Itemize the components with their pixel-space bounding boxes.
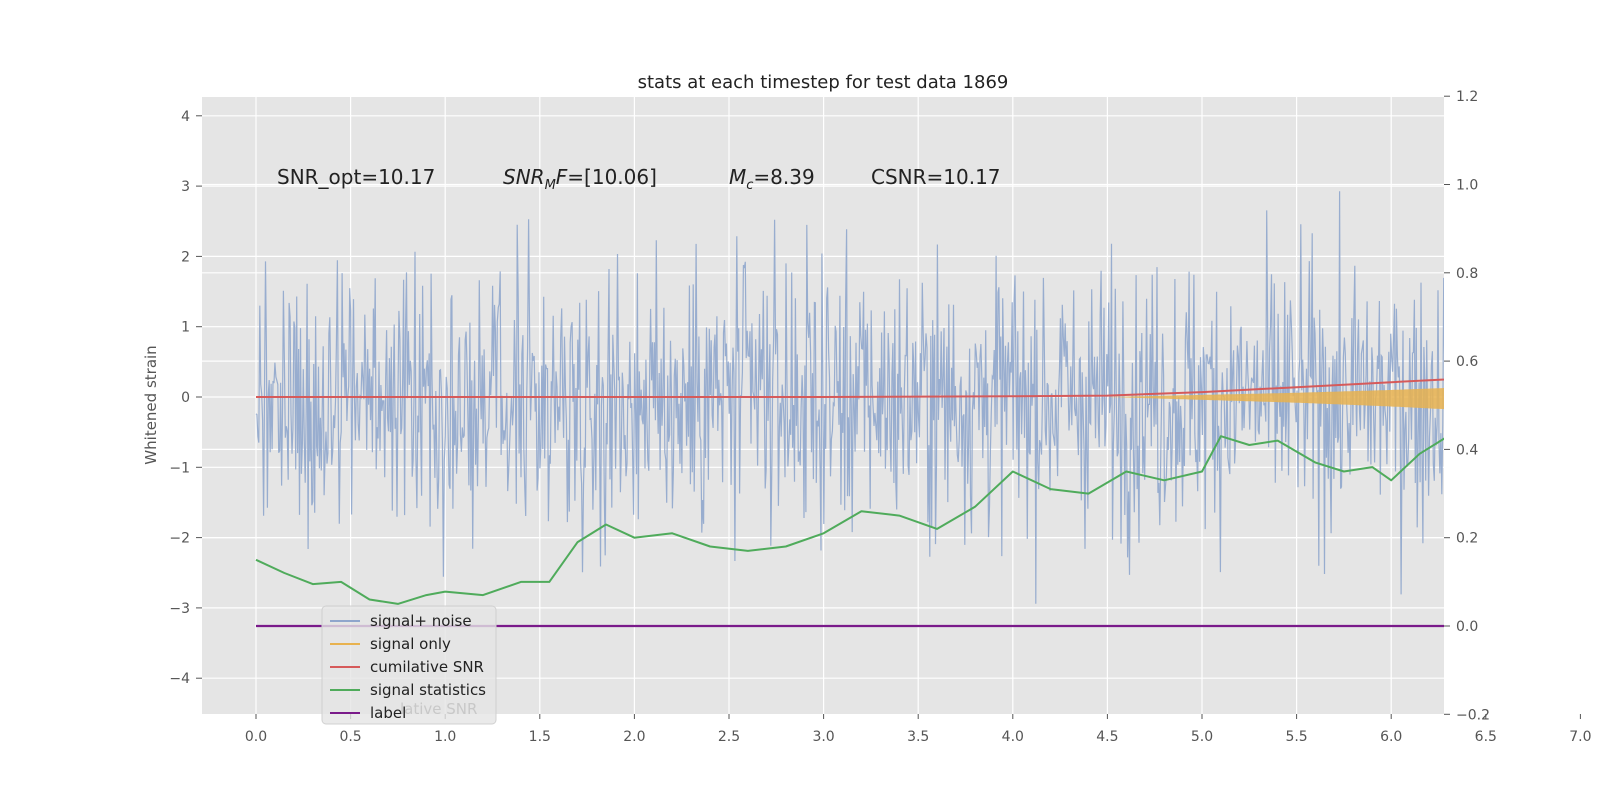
legend-label-3: signal statistics bbox=[370, 681, 486, 699]
annotation-snr-mf-base: SNR bbox=[503, 165, 545, 189]
y2-tick-label: 0.4 bbox=[1456, 442, 1478, 458]
annotation-mc-sub: c bbox=[746, 178, 753, 193]
signal-statistics-line bbox=[255, 435, 1444, 605]
y2-tick-label: 0.0 bbox=[1456, 619, 1478, 635]
legend-box bbox=[321, 605, 497, 725]
x-tick-label: 1.0 bbox=[434, 729, 456, 745]
x-tick-label: 5.0 bbox=[1191, 729, 1213, 745]
y2-axis-ticks: 1.2 1.0 0.8 0.6 0.4 0.2 0.0 −0.2 bbox=[1444, 89, 1490, 723]
x-tick-label: 2.0 bbox=[623, 729, 645, 745]
y2-tick-label: 0.2 bbox=[1456, 531, 1478, 547]
x-tick-label: 6.0 bbox=[1380, 729, 1402, 745]
cumulative-snr-line bbox=[256, 378, 1444, 398]
legend-label-4: label bbox=[370, 704, 406, 722]
signal-noise-line bbox=[255, 191, 1444, 604]
annotations: SNR_opt=10.17 SNRMF=[10.06] Mc=8.39 CSNR… bbox=[277, 165, 1001, 193]
x-tick-label: 1.5 bbox=[529, 729, 551, 745]
annotation-snr-mf: SNRMF=[10.06] bbox=[503, 165, 657, 193]
series-cumulative-snr bbox=[256, 378, 1444, 398]
signal-only-envelope bbox=[1107, 388, 1444, 410]
annotation-mc-base: M bbox=[729, 165, 746, 189]
annotation-mc: Mc=8.39 bbox=[729, 165, 815, 193]
series-signal-noise bbox=[255, 191, 1444, 604]
annotation-snr-opt: SNR_opt=10.17 bbox=[277, 165, 435, 189]
annotation-snr-mf-sub: M bbox=[545, 178, 556, 193]
series-signal-only bbox=[1107, 388, 1444, 410]
x-tick-label: 2.5 bbox=[718, 729, 740, 745]
annotation-mc-value: =8.39 bbox=[753, 165, 814, 189]
y2-tick-label: 0.6 bbox=[1456, 354, 1478, 370]
y-tick-label: −1 bbox=[169, 460, 190, 476]
y-axis-ticks: 4 3 2 1 0 −1 −2 −3 −4 bbox=[169, 109, 202, 687]
series-signal-statistics bbox=[255, 435, 1444, 605]
x-tick-label: 0.5 bbox=[339, 729, 361, 745]
chart-title: stats at each timestep for test data 186… bbox=[638, 72, 1009, 93]
y2-tick-label: 1.0 bbox=[1456, 178, 1478, 194]
y2-tick-label: −0.2 bbox=[1456, 707, 1490, 723]
annotation-csnr: CSNR=10.17 bbox=[871, 165, 1001, 189]
y-tick-label: 4 bbox=[181, 109, 190, 125]
y-axis-label: Whitened strain bbox=[142, 345, 160, 464]
y-tick-label: −2 bbox=[169, 531, 190, 547]
y-tick-label: 2 bbox=[181, 249, 190, 265]
y-tick-label: 3 bbox=[181, 179, 190, 195]
x-tick-label: 4.5 bbox=[1096, 729, 1118, 745]
y-tick-label: 1 bbox=[181, 320, 190, 336]
x-tick-label: 6.5 bbox=[1475, 729, 1497, 745]
legend-label-0: signal+ noise bbox=[370, 612, 472, 630]
x-tick-label: 3.0 bbox=[812, 729, 834, 745]
y-tick-label: −4 bbox=[169, 671, 190, 687]
x-tick-label: 5.5 bbox=[1285, 729, 1307, 745]
x-tick-label: 3.5 bbox=[907, 729, 929, 745]
legend-ghost-text: lative SNR bbox=[400, 700, 477, 718]
legend: signal+ noise signal only cumilative SNR si… bbox=[321, 605, 497, 725]
x-tick-label: 0.0 bbox=[245, 729, 267, 745]
legend-label-1: signal only bbox=[370, 635, 451, 653]
legend-label-2: cumilative SNR bbox=[370, 658, 484, 676]
y2-tick-label: 0.8 bbox=[1456, 266, 1478, 282]
y2-tick-label: 1.2 bbox=[1456, 89, 1478, 105]
x-tick-label: 4.0 bbox=[1002, 729, 1024, 745]
x-axis-ticks: 0.0 0.5 1.0 1.5 2.0 2.5 3.0 3.5 4.0 4.5 5.0 5.5 6.0 6… bbox=[245, 714, 1592, 745]
y-tick-label: −3 bbox=[169, 601, 190, 617]
x-tick-label: 7.0 bbox=[1569, 729, 1591, 745]
annotation-snr-mf-value: =[10.06] bbox=[567, 165, 657, 189]
y-tick-label: 0 bbox=[181, 390, 190, 406]
annotation-snr-mf-f: F bbox=[556, 165, 568, 189]
